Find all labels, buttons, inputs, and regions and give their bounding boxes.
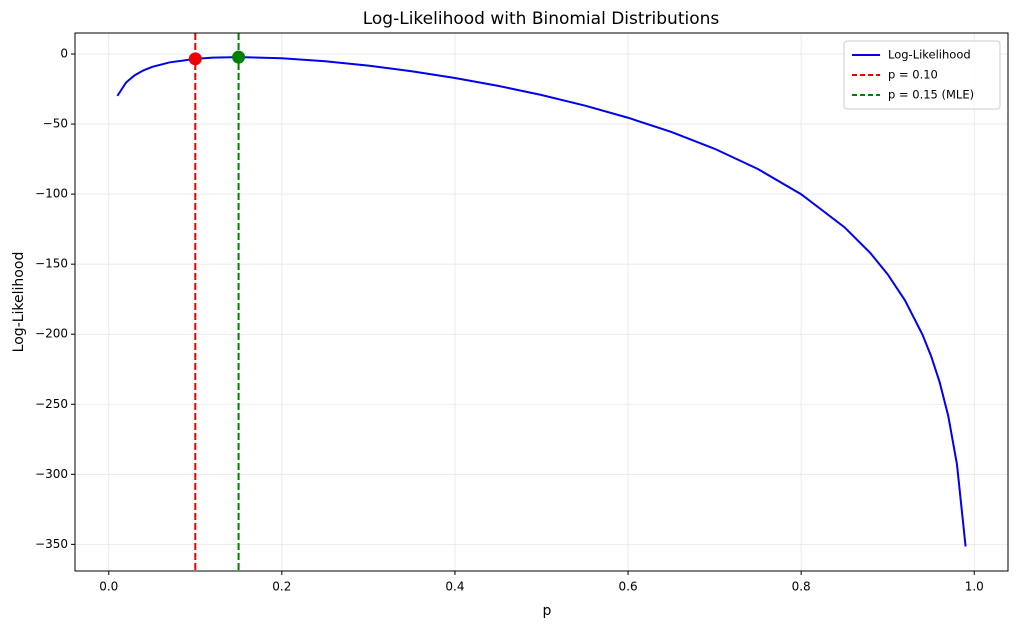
legend-label: p = 0.10: [888, 68, 938, 82]
y-tick-label: −100: [35, 187, 68, 201]
x-tick-label: 0.0: [99, 580, 118, 594]
point-marker: [232, 50, 246, 64]
y-axis-label: Log-Likelihood: [11, 252, 27, 353]
x-tick-label: 0.2: [272, 580, 291, 594]
point-marker: [188, 52, 202, 66]
y-tick-label: −300: [35, 467, 68, 481]
legend-box: [843, 40, 1001, 110]
y-tick-label: 0: [60, 47, 68, 61]
plot-frame: [74, 32, 1009, 572]
y-tick-label: −50: [43, 117, 68, 131]
data-line: [116, 56, 967, 547]
x-tick-label: 0.4: [445, 580, 464, 594]
x-tick-label: 1.0: [965, 580, 984, 594]
y-tick-label: −200: [35, 327, 68, 341]
legend-label: p = 0.15 (MLE): [888, 88, 974, 102]
y-tick-label: −250: [35, 397, 68, 411]
chart-title: Log-Likelihood with Binomial Distributio…: [363, 9, 720, 29]
y-tick-label: −350: [35, 537, 68, 551]
y-tick-label: −150: [35, 257, 68, 271]
x-tick-label: 0.6: [619, 580, 638, 594]
x-axis-label: p: [543, 603, 552, 619]
x-tick-label: 0.8: [792, 580, 811, 594]
legend-label: Log-Likelihood: [888, 48, 971, 62]
